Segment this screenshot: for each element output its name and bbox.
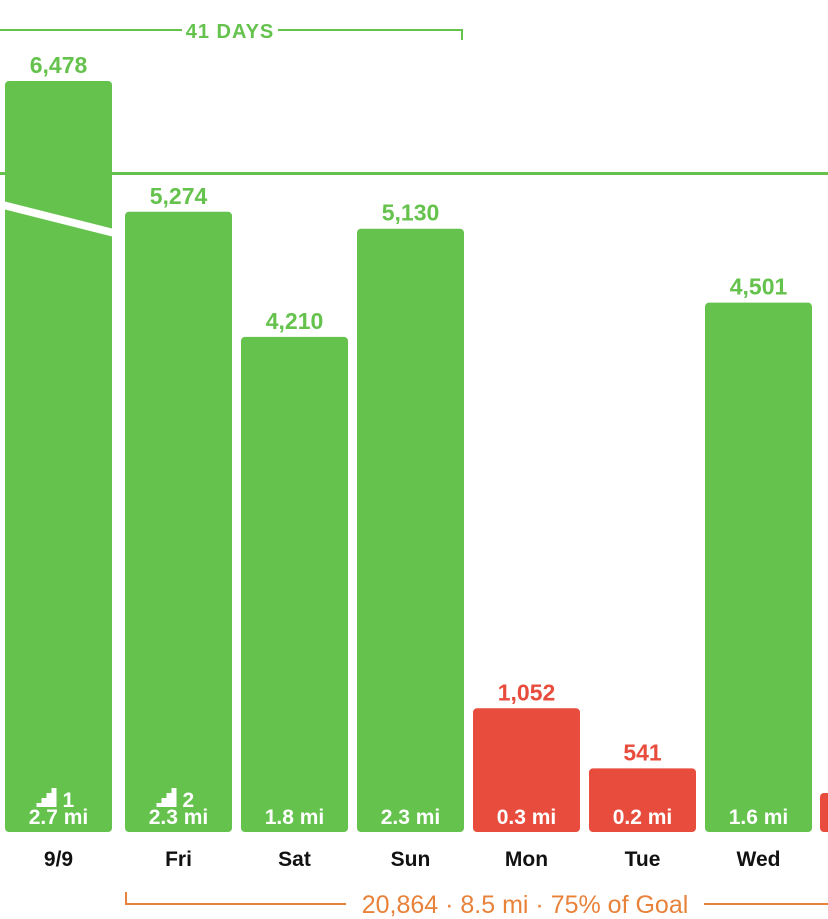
bar-distance-label: 0.2 mi bbox=[613, 806, 673, 829]
bar-distance-label: 1.6 mi bbox=[729, 806, 789, 829]
bar-distance-label: 2.7 mi bbox=[29, 806, 89, 829]
bars-layer bbox=[3, 81, 812, 833]
axis-break-mark bbox=[3, 201, 114, 237]
bar-sun bbox=[357, 228, 464, 832]
floors-count-label: 2 bbox=[183, 789, 195, 812]
bar-distance-label: 0.3 mi bbox=[497, 806, 557, 829]
bar-value-label: 6,478 bbox=[30, 52, 88, 78]
day-label: Fri bbox=[165, 848, 192, 871]
summary-bracket-line bbox=[125, 892, 828, 905]
bar-wed bbox=[705, 302, 812, 833]
bar-value-label: 5,274 bbox=[150, 183, 208, 209]
stairs-icon bbox=[156, 788, 177, 807]
streak-bracket: 41 DAYS bbox=[0, 21, 463, 43]
day-label: Tue bbox=[625, 848, 661, 871]
day-label: 9/9 bbox=[44, 848, 73, 871]
bar-tue bbox=[589, 768, 696, 832]
streak-bracket-line bbox=[0, 29, 463, 40]
day-label: Mon bbox=[505, 848, 548, 871]
bar-distance-label: 1.8 mi bbox=[265, 806, 325, 829]
bar-9-9 bbox=[5, 81, 112, 832]
bar-mon bbox=[473, 708, 580, 832]
day-label: Wed bbox=[737, 848, 781, 871]
bar-distance-label: 2.3 mi bbox=[149, 806, 209, 829]
summary-bracket: 20,864 · 8.5 mi · 75% of Goal bbox=[125, 891, 828, 919]
bar-fri bbox=[125, 211, 232, 833]
bar-sat bbox=[241, 336, 348, 832]
bar-value-label: 4,501 bbox=[730, 274, 788, 300]
day-label: Sat bbox=[278, 848, 311, 871]
stairs-icon bbox=[36, 788, 57, 807]
bar-value-label: 4,210 bbox=[266, 308, 324, 334]
floors-count-label: 1 bbox=[63, 789, 75, 812]
bar-distance-label: 2.3 mi bbox=[381, 806, 441, 829]
bar-value-label: 1,052 bbox=[498, 679, 556, 705]
summary-label: 20,864 · 8.5 mi · 75% of Goal bbox=[362, 891, 689, 919]
bar-value-label: 5,130 bbox=[382, 200, 440, 226]
next-bar-partial bbox=[820, 793, 828, 832]
day-label: Sun bbox=[391, 848, 431, 871]
streak-label: 41 DAYS bbox=[186, 21, 275, 43]
bar-value-label: 541 bbox=[623, 739, 662, 765]
